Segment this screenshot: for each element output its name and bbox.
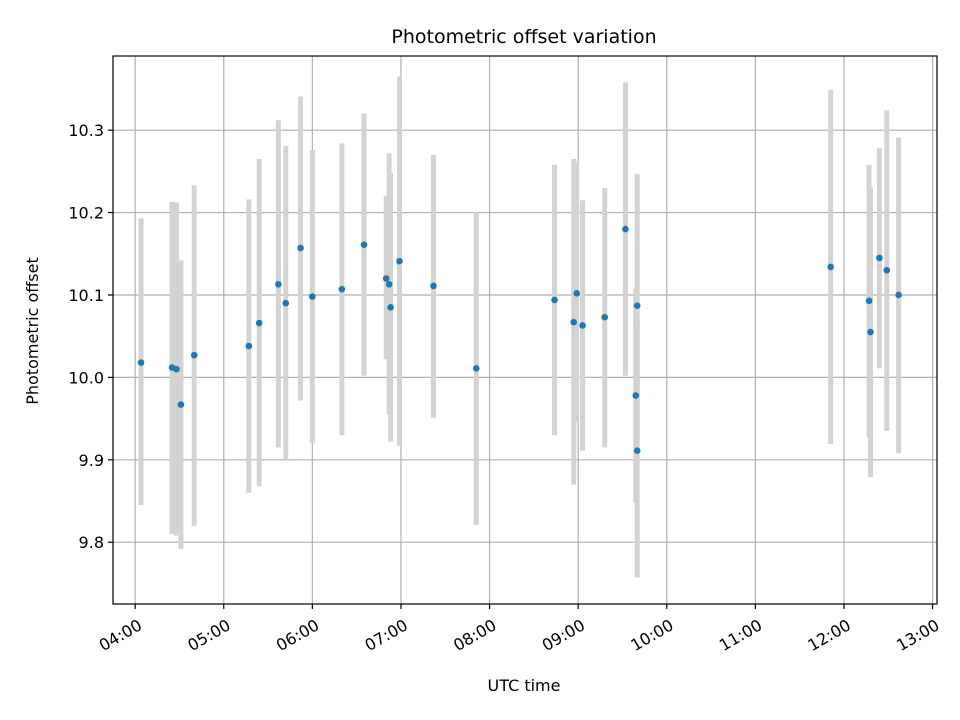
data-point — [430, 282, 437, 290]
y-tick-label: 10.2 — [68, 204, 104, 223]
data-point — [297, 244, 304, 252]
data-point — [570, 318, 578, 326]
data-point — [275, 280, 282, 288]
y-axis-ticks: 9.8 9.9 10.0 10.1 10.2 10.3 — [68, 121, 113, 552]
data-point — [245, 342, 253, 350]
data-point — [633, 302, 641, 309]
y-tick-label: 10.1 — [68, 286, 104, 305]
data-point — [396, 257, 403, 265]
data-point — [385, 280, 393, 288]
data-point — [338, 285, 346, 293]
x-axis-label: UTC time — [488, 676, 561, 695]
data-point — [632, 392, 640, 399]
data-point — [865, 297, 873, 305]
data-point — [876, 254, 883, 262]
data-point — [883, 266, 891, 274]
data-point — [309, 293, 316, 300]
y-tick-label: 9.8 — [79, 533, 104, 552]
data-point — [173, 365, 180, 373]
data-point — [255, 319, 263, 327]
data-point — [827, 263, 834, 271]
y-axis-label: Photometric offset — [23, 257, 42, 405]
y-tick-label: 9.9 — [79, 451, 104, 470]
data-point — [622, 225, 629, 233]
data-point — [360, 241, 368, 249]
data-point — [573, 290, 580, 297]
data-point — [579, 322, 586, 329]
plot-frame — [112, 55, 938, 605]
data-point — [190, 351, 198, 359]
data-point — [137, 359, 145, 366]
data-point — [551, 296, 558, 304]
data-point — [601, 313, 609, 321]
data-point — [387, 304, 394, 311]
data-point — [282, 299, 290, 307]
data-point — [633, 447, 641, 455]
y-tick-label: 10.0 — [68, 368, 104, 387]
data-point — [177, 401, 185, 408]
data-points — [137, 225, 902, 455]
data-point — [382, 275, 390, 282]
data-point — [895, 291, 902, 299]
data-point — [867, 328, 874, 336]
data-point — [472, 365, 480, 372]
y-tick-label: 10.3 — [68, 121, 104, 140]
chart-title: Photometric offset variation — [391, 26, 656, 48]
